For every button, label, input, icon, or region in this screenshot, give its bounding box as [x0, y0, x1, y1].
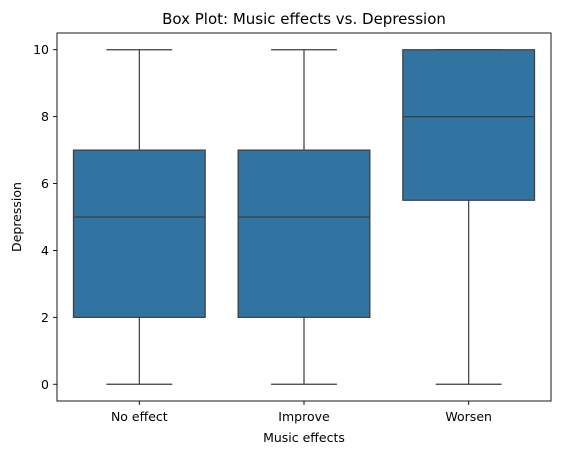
y-tick-label: 4: [41, 243, 49, 258]
y-tick-label: 0: [41, 377, 49, 392]
box-group: [237, 49, 371, 385]
x-tick-label: Improve: [278, 409, 330, 424]
x-axis-label: Music effects: [263, 430, 345, 445]
box-iqr: [72, 149, 206, 318]
y-tick-label: 2: [41, 310, 49, 325]
y-tick-label: 10: [33, 42, 49, 57]
x-tick-label: No effect: [111, 409, 168, 424]
y-tick-label: 6: [41, 176, 49, 191]
y-tick-label: 8: [41, 109, 49, 124]
box-group: [72, 49, 206, 385]
plot-area: 0 2 4 6 8 10 No effect Improve Worsen: [33, 32, 552, 424]
y-axis-label: Depression: [9, 182, 24, 252]
x-tick-label: Worsen: [445, 409, 492, 424]
box-iqr: [237, 149, 371, 318]
chart-title: Box Plot: Music effects vs. Depression: [162, 10, 446, 28]
box-group: [402, 49, 536, 385]
box-iqr: [402, 49, 536, 201]
